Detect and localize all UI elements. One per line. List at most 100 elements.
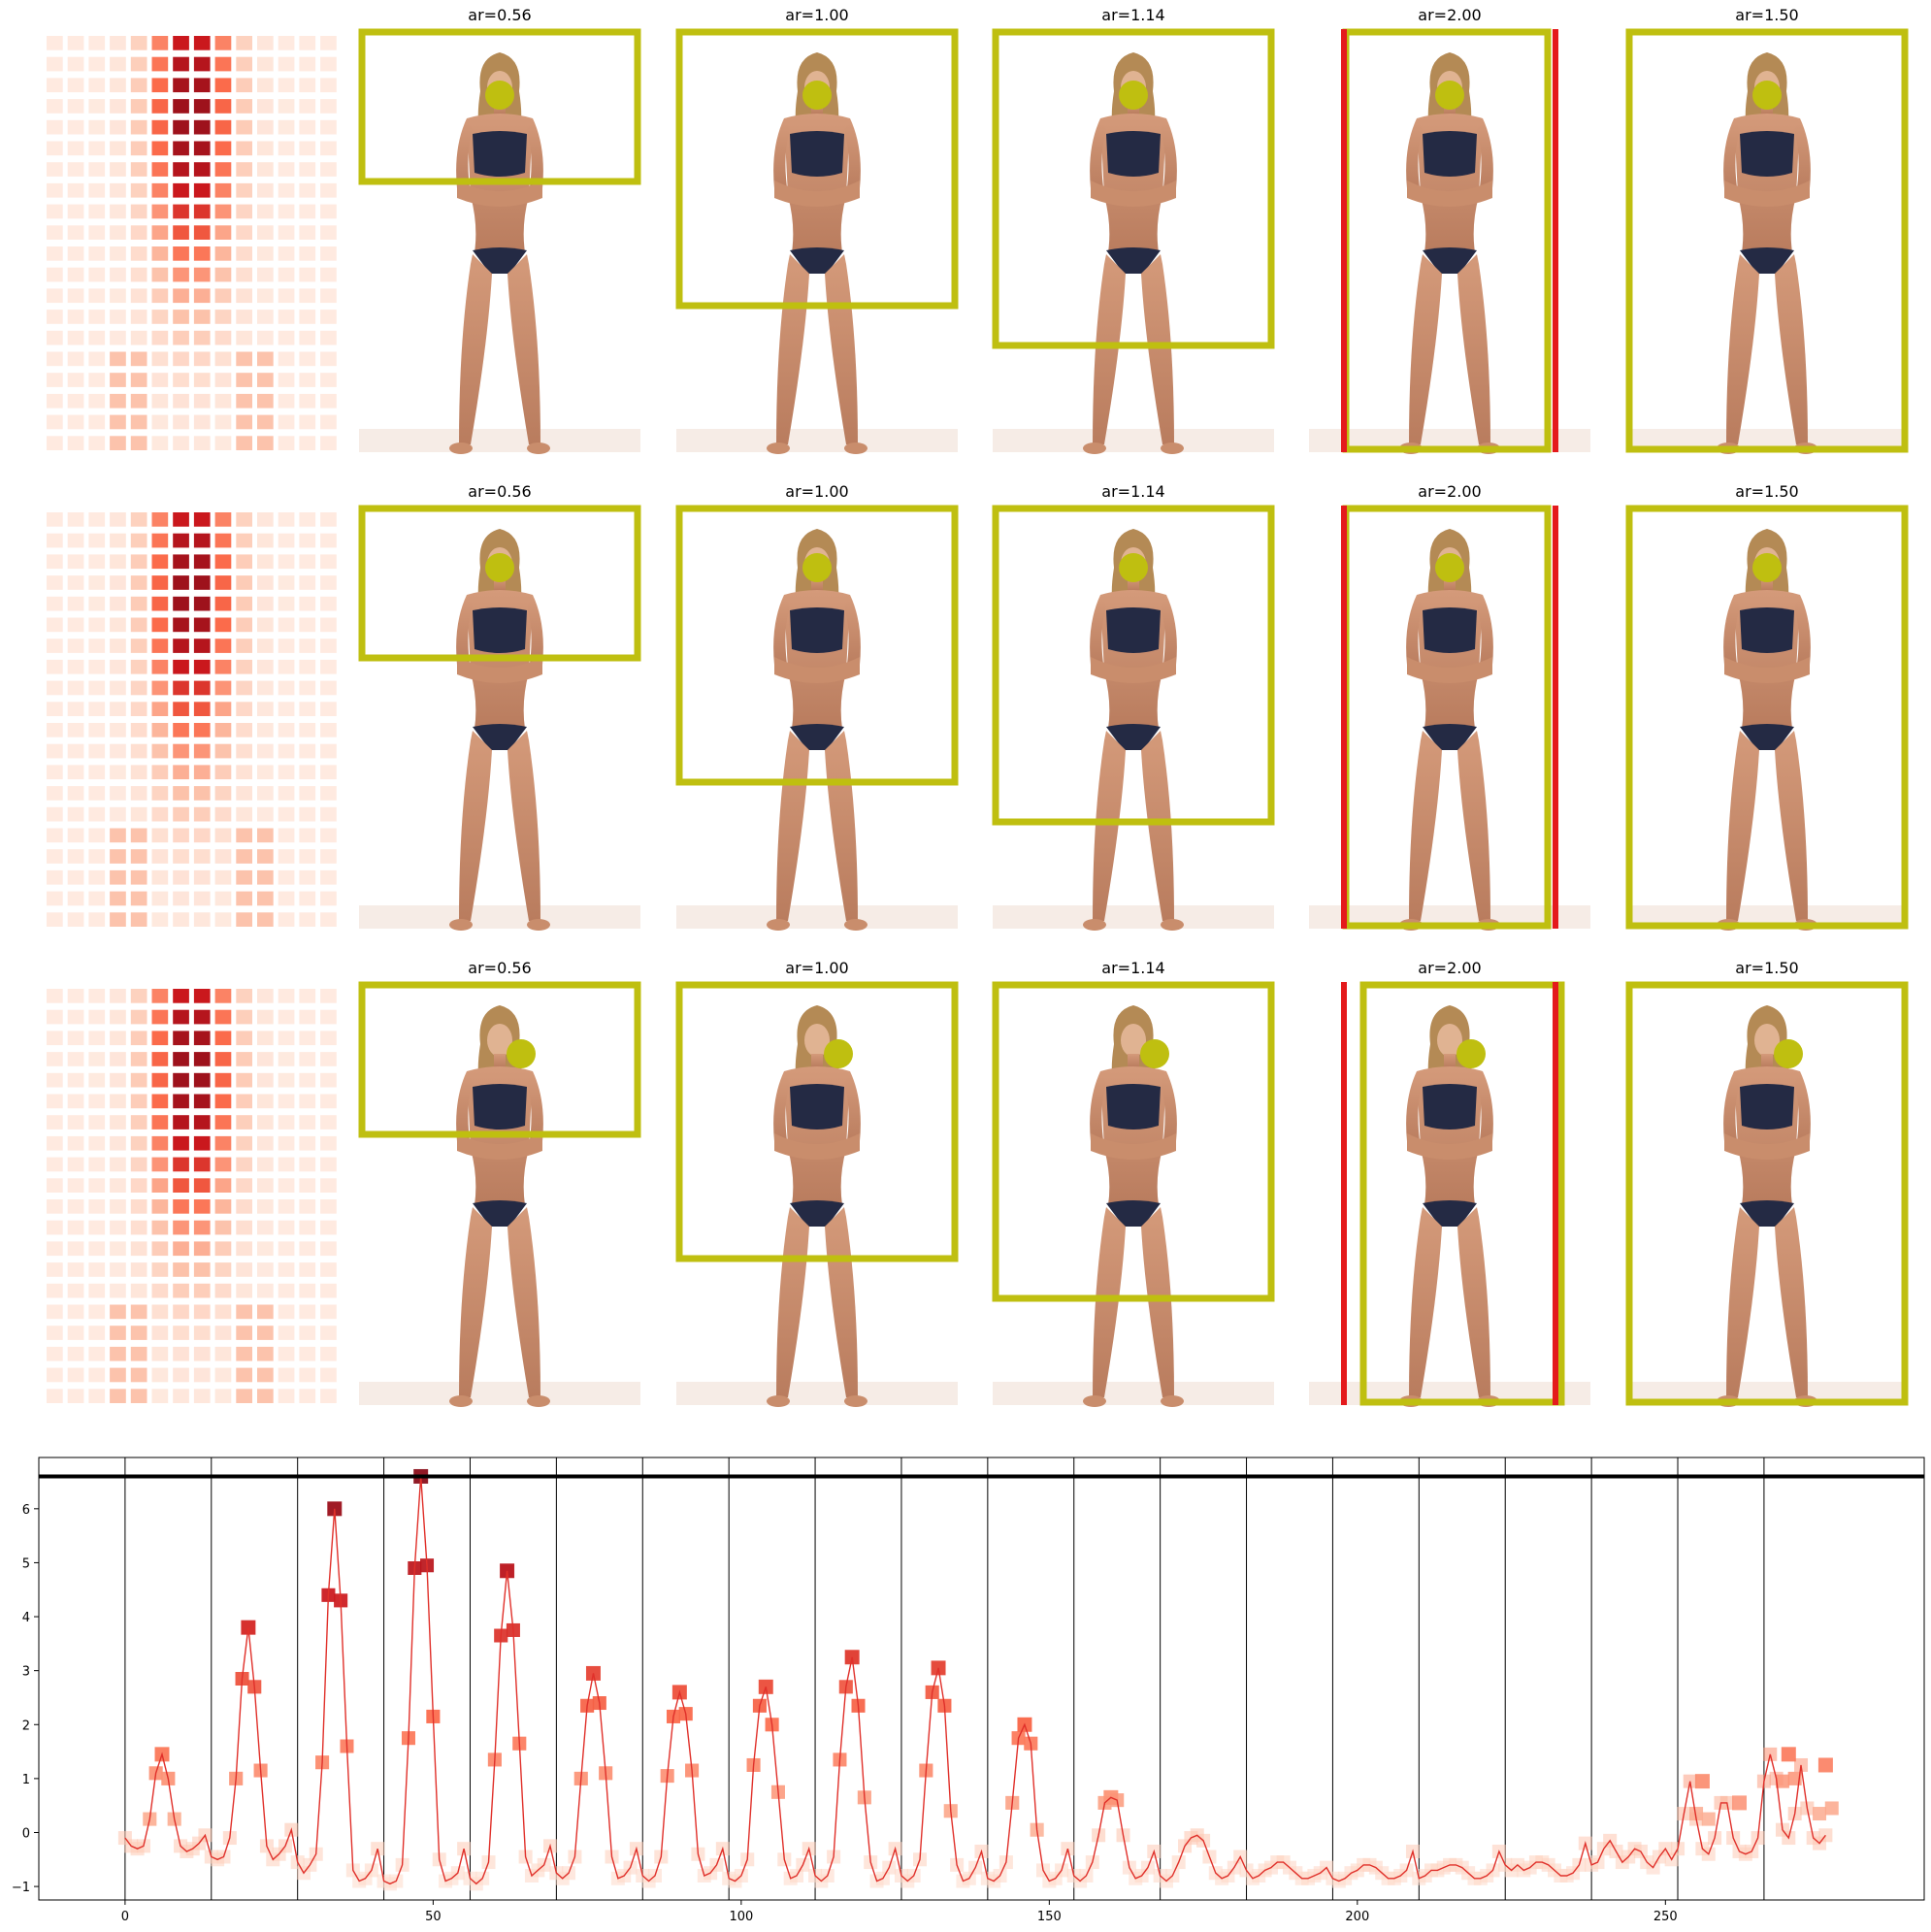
heatmap-cell (67, 869, 84, 885)
heatmap-cell (236, 1178, 252, 1193)
heatmap-cell (278, 828, 295, 843)
heatmap-cell (130, 533, 147, 548)
heatmap-cell (110, 1326, 126, 1340)
heatmap-cell (173, 119, 189, 135)
heatmap-cell (320, 806, 337, 822)
heatmap-cell (173, 1346, 189, 1361)
heatmap-cell (236, 575, 252, 590)
heatmap-cell (299, 1283, 316, 1298)
heatmap-cell (173, 267, 189, 282)
heatmap-cell (299, 1389, 316, 1403)
heatmap-cell (67, 1135, 84, 1151)
heatmap-cell (67, 617, 84, 633)
heatmap-cell (193, 162, 211, 177)
heatmap-cell (299, 351, 316, 367)
heatmap-cell (236, 554, 252, 570)
heatmap-cell (193, 78, 211, 93)
panel-title: ar=1.50 (1735, 482, 1798, 501)
heatmap-cell (130, 680, 147, 696)
heatmap-cell (130, 702, 147, 716)
heatmap-cell (173, 141, 189, 156)
heatmap-cell (193, 512, 211, 527)
heatmap-cell (67, 1178, 84, 1193)
heatmap-cell (67, 36, 84, 50)
heatmap-cell (320, 99, 337, 114)
heatmap-cell (67, 1367, 84, 1383)
heatmap-cell (214, 1326, 232, 1340)
heatmap-cell (214, 849, 232, 864)
heatmap-cell (278, 989, 295, 1003)
heatmap-cell (47, 512, 63, 527)
heatmap-cell (88, 743, 106, 759)
heatmap-cell (278, 1072, 295, 1088)
heatmap-cell (47, 414, 63, 430)
face-marker (824, 1039, 853, 1068)
heatmap-cell (236, 806, 252, 822)
heatmap-cell (151, 1304, 169, 1320)
heatmap-cell (193, 1094, 211, 1109)
heatmap-cell (173, 182, 189, 198)
heatmap-cell (278, 330, 295, 345)
heatmap-cell (88, 267, 106, 282)
heatmap-cell (67, 246, 84, 261)
heatmap-cell (299, 1052, 316, 1066)
heatmap-cell (130, 78, 147, 93)
heatmap-cell (130, 1346, 147, 1361)
heatmap-cell (299, 182, 316, 198)
heatmap-cell (193, 288, 211, 304)
heatmap-cell (47, 743, 63, 759)
heatmap-cell (214, 373, 232, 387)
heatmap-cell (67, 1094, 84, 1109)
heatmap-cell (67, 765, 84, 780)
heatmap-cell (151, 1135, 169, 1151)
peak-marker (1732, 1795, 1748, 1811)
heatmap-cell (130, 1304, 147, 1320)
heatmap-cell (67, 680, 84, 696)
heatmap-cell (173, 1326, 189, 1340)
heatmap-cell (130, 596, 147, 611)
heatmap-cell (88, 393, 106, 409)
heatmap-cell (257, 1135, 274, 1151)
face-marker (1140, 1039, 1169, 1068)
heatmap-cell (67, 1346, 84, 1361)
heatmap-cell (193, 989, 211, 1003)
heatmap-cell (47, 869, 63, 885)
heatmap-cell (257, 36, 274, 50)
heatmap-cell (110, 78, 126, 93)
heatmap-cell (193, 828, 211, 843)
heatmap-cell (299, 1241, 316, 1257)
heatmap-cell (278, 1346, 295, 1361)
heatmap-cell (278, 246, 295, 261)
heatmap-cell (299, 659, 316, 674)
heatmap-cell (173, 1367, 189, 1383)
heatmap-cell (299, 1304, 316, 1320)
heatmap-cell (193, 786, 211, 801)
heatmap-cell (278, 512, 295, 527)
heatmap-cell (257, 1346, 274, 1361)
heatmap-cell (299, 596, 316, 611)
heatmap-cell (47, 436, 63, 450)
heatmap-cell (257, 267, 274, 282)
heatmap-cell (257, 869, 274, 885)
heatmap-cell (151, 702, 169, 716)
heatmap-cell (320, 912, 337, 927)
heatmap-cell (130, 1220, 147, 1235)
heatmap-cell (236, 1199, 252, 1214)
heatmap-cell (278, 1326, 295, 1340)
heatmap-cell (151, 869, 169, 885)
heatmap-cell (88, 225, 106, 240)
heatmap-cell (299, 723, 316, 737)
heatmap-cell (236, 1262, 252, 1277)
heatmap-cell (299, 617, 316, 633)
heatmap-cell (236, 1304, 252, 1320)
heatmap-cell (278, 1009, 295, 1025)
heatmap-cell (278, 1304, 295, 1320)
heatmap-cell (257, 182, 274, 198)
heatmap-cell (320, 575, 337, 590)
heatmap-cell (214, 806, 232, 822)
face-marker (802, 553, 832, 582)
heatmap-cell (130, 1157, 147, 1172)
face-marker (1435, 81, 1464, 110)
heatmap-cell (193, 1178, 211, 1193)
heatmap-cell (214, 393, 232, 409)
